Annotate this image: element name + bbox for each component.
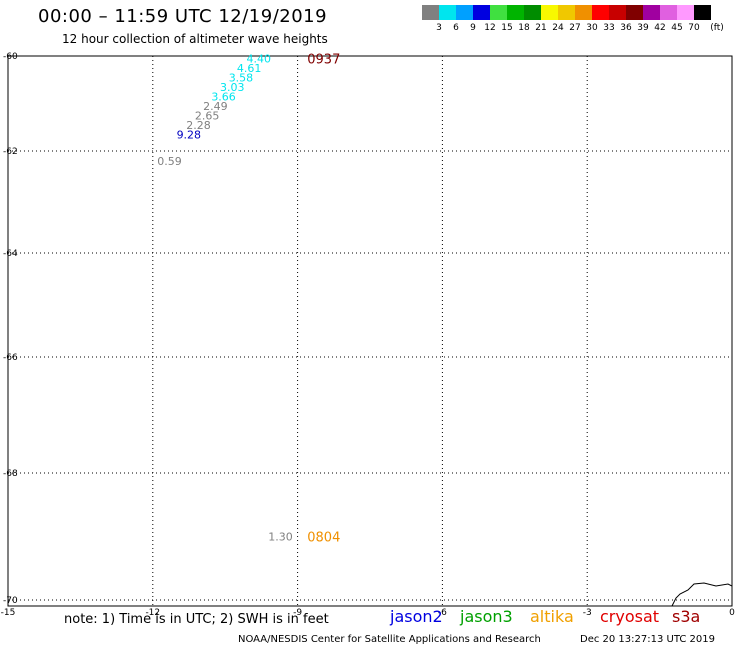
satellite-label-cryosat: cryosat [600, 607, 660, 626]
wave-height-reading: 2.49 [203, 100, 228, 113]
lon-tick-label: -6 [438, 608, 447, 618]
wave-height-reading: 4.40 [247, 52, 272, 65]
lon-tick-label: 0 [729, 608, 735, 618]
legend-swatch [422, 5, 439, 20]
legend-label: 39 [637, 23, 649, 33]
wave-height-reading: 2.28 [186, 119, 211, 132]
wave-height-reading: 3.66 [211, 90, 236, 103]
lat-tick-label: -66 [3, 353, 18, 363]
legend-swatch [592, 5, 609, 20]
legend-swatch [456, 5, 473, 20]
wave-height-reading: 2.65 [195, 109, 220, 122]
legend-label: 27 [569, 23, 581, 33]
legend-label: 24 [552, 23, 564, 33]
lon-tick-label: -9 [293, 608, 302, 618]
legend-label: 70 [688, 23, 700, 33]
lon-tick-label: -12 [145, 608, 160, 618]
legend-swatch [609, 5, 626, 20]
wave-height-reading: 1.30 [268, 531, 293, 544]
legend-swatch [473, 5, 490, 20]
legend-label: 21 [535, 23, 547, 33]
grid-layer [8, 56, 732, 606]
lat-tick-label: -62 [3, 147, 18, 157]
footer-timestamp: Dec 20 13:27:13 UTC 2019 [580, 634, 715, 645]
legend-label: 42 [654, 23, 666, 33]
legend-label: 18 [518, 23, 530, 33]
legend-swatch [541, 5, 558, 20]
legend-label: 15 [501, 23, 513, 33]
satellite-label-jason3: jason3 [460, 607, 513, 626]
tick-labels: -15 -12 -9 -6 -3 0 -60 -62 -64 -66 -68 -70 [1, 52, 735, 618]
pass-time-label: 0804 [307, 531, 340, 546]
units-note: note: 1) Time is in UTC; 2) SWH is in fe… [64, 612, 329, 627]
pass-time-label: 0937 [307, 52, 340, 67]
lat-tick-label: -68 [3, 469, 18, 479]
legend-label: 9 [470, 23, 476, 33]
lat-tick-label: -64 [3, 249, 18, 259]
legend-swatch [660, 5, 677, 20]
chart-title: 00:00 – 11:59 UTC 12/19/2019 [38, 6, 328, 27]
wave-height-reading: 3.58 [229, 71, 254, 84]
legend-swatch [694, 5, 711, 20]
satellite-label-s3a: s3a [672, 607, 701, 626]
wave-height-reading: 3.03 [220, 81, 245, 94]
satellite-label-jason2: jason2 [390, 607, 443, 626]
legend-swatch [439, 5, 456, 20]
wave-height-reading: 0.59 [157, 155, 182, 168]
wave-height-reading: 9.28 [177, 128, 202, 141]
coastline [671, 582, 733, 607]
legend-label: 30 [586, 23, 598, 33]
wave-height-reading: 4.61 [237, 62, 262, 75]
legend-label: 12 [484, 23, 496, 33]
chart-subtitle: 12 hour collection of altimeter wave hei… [62, 32, 328, 46]
legend-swatch [626, 5, 643, 20]
legend-label: 3 [436, 23, 442, 33]
legend-swatch [575, 5, 592, 20]
lon-tick-label: -3 [583, 608, 592, 618]
legend-swatch [507, 5, 524, 20]
lat-tick-label: -70 [3, 596, 18, 606]
satellite-label-altika: altika [530, 607, 574, 626]
legend-label: 36 [620, 23, 632, 33]
legend-unit: (ft) [710, 23, 724, 33]
legend-swatch [524, 5, 541, 20]
lon-tick-label: -15 [1, 608, 16, 618]
footer-credit: NOAA/NESDIS Center for Satellite Applica… [238, 634, 541, 645]
legend-label: 33 [603, 23, 615, 33]
legend-label: 6 [453, 23, 459, 33]
legend-swatch [677, 5, 694, 20]
legend-swatch [490, 5, 507, 20]
lat-tick-label: -60 [3, 52, 18, 62]
legend-label: 45 [671, 23, 683, 33]
map-frame [7, 55, 733, 607]
legend-swatch [643, 5, 660, 20]
legend-swatch [558, 5, 575, 20]
wave-readings: 4.404.613.583.033.662.492.652.289.28 0.59… [157, 52, 340, 545]
